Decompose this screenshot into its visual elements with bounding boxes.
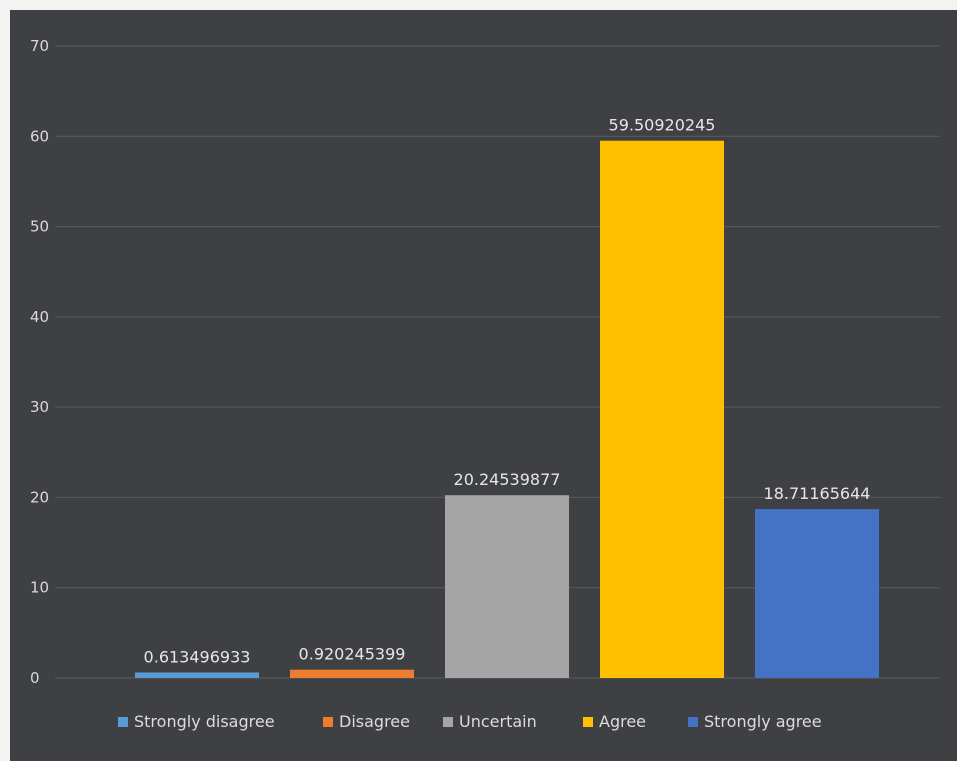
y-tick-label: 50	[30, 218, 49, 236]
data-label: 0.613496933	[144, 647, 251, 666]
y-tick-label: 20	[30, 488, 49, 506]
y-tick-label: 30	[30, 398, 49, 416]
data-labels: 0.613496933 0.920245399 20.24539877 59.5092…	[144, 116, 871, 667]
chart-panel: 0 10 20 30 40 50 60 70 0.613496933 0.920245399 20…	[10, 10, 957, 761]
data-label: 59.50920245	[609, 116, 716, 135]
legend-label: Strongly disagree	[134, 712, 275, 731]
legend: Strongly disagree Disagree Uncertain Agree S…	[118, 712, 822, 731]
data-label: 18.71165644	[764, 484, 871, 503]
y-tick-label: 0	[30, 669, 40, 687]
legend-item-agree: Agree	[583, 712, 646, 731]
y-tick-label: 40	[30, 308, 49, 326]
bar-agree	[600, 140, 724, 678]
legend-item-uncertain: Uncertain	[443, 712, 537, 731]
legend-swatch	[443, 717, 453, 727]
data-label: 20.24539877	[454, 470, 561, 489]
legend-swatch	[118, 717, 128, 727]
legend-item-strongly-disagree: Strongly disagree	[118, 712, 275, 731]
legend-label: Agree	[599, 712, 646, 731]
legend-item-strongly-agree: Strongly agree	[688, 712, 822, 731]
y-tick-label: 60	[30, 127, 49, 145]
legend-swatch	[688, 717, 698, 727]
legend-swatch	[583, 717, 593, 727]
y-tick-label: 70	[30, 37, 49, 55]
y-axis-ticks: 0 10 20 30 40 50 60 70	[30, 37, 49, 687]
data-label: 0.920245399	[299, 645, 406, 664]
legend-item-disagree: Disagree	[323, 712, 410, 731]
bar-uncertain	[445, 495, 569, 678]
legend-label: Uncertain	[459, 712, 537, 731]
bar-chart: 0 10 20 30 40 50 60 70 0.613496933 0.920245399 20…	[30, 37, 940, 731]
bars	[135, 140, 879, 678]
bar-strongly-disagree	[135, 672, 259, 678]
legend-label: Strongly agree	[704, 712, 822, 731]
legend-swatch	[323, 717, 333, 727]
bar-disagree	[290, 669, 414, 678]
y-tick-label: 10	[30, 579, 49, 597]
bar-strongly-agree	[755, 509, 879, 678]
legend-label: Disagree	[339, 712, 410, 731]
